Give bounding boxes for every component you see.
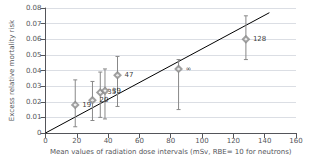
svg-text:40: 40 [104, 137, 113, 145]
svg-text:0.08: 0.08 [26, 4, 42, 12]
svg-text:0.02: 0.02 [26, 98, 42, 106]
svg-text:0.06: 0.06 [26, 35, 42, 43]
svg-text:60: 60 [135, 137, 144, 145]
svg-text:0.05: 0.05 [26, 51, 42, 59]
svg-text:19: 19 [82, 101, 91, 109]
svg-text:0.04: 0.04 [26, 67, 42, 75]
svg-text:0.01: 0.01 [26, 113, 42, 121]
svg-text:140: 140 [258, 137, 271, 145]
svg-text:0: 0 [37, 129, 41, 137]
svg-text:80: 80 [166, 137, 175, 145]
svg-text:0.07: 0.07 [26, 20, 42, 28]
svg-text:20: 20 [72, 137, 81, 145]
svg-text:100: 100 [195, 137, 208, 145]
svg-text:Mean values of radiation dose: Mean values of radiation dose intervals … [50, 148, 292, 156]
svg-text:128: 128 [253, 35, 266, 43]
svg-text:0: 0 [43, 137, 47, 145]
svg-text:∞: ∞ [186, 65, 192, 73]
svg-text:Excess relative mortality risk: Excess relative mortality risk [8, 19, 16, 121]
svg-text:0.03: 0.03 [26, 82, 42, 90]
svg-text:120: 120 [227, 137, 240, 145]
svg-text:39: 39 [112, 87, 121, 95]
svg-text:20: 20 [99, 96, 108, 104]
svg-text:47: 47 [125, 71, 134, 79]
svg-text:160: 160 [289, 137, 302, 145]
